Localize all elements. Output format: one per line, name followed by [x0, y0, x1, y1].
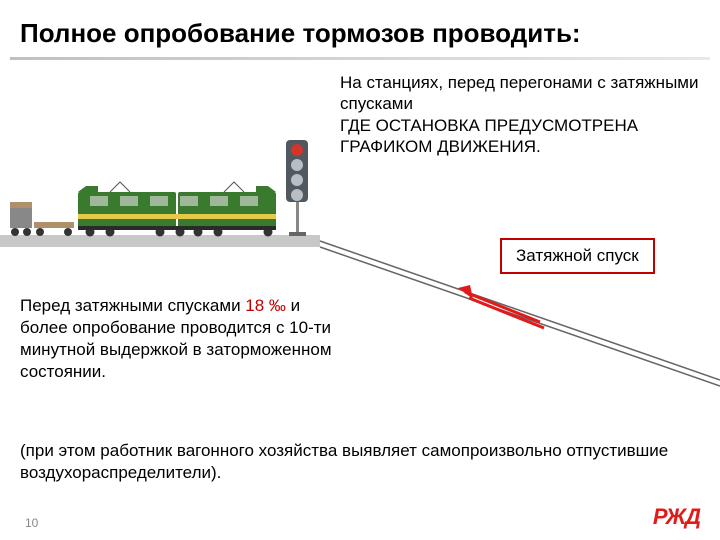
rzd-logo: РЖД [653, 504, 700, 530]
top-text-emphasis: ГДЕ ОСТАНОВКА ПРЕДУСМОТРЕНА ГРАФИКОМ ДВИ… [340, 115, 700, 158]
mid-text-pre: Перед затяжными спусками [20, 296, 245, 315]
slope-callout: Затяжной спуск [500, 238, 655, 274]
top-text-line1: На станциях, перед перегонами с затяжным… [340, 72, 700, 115]
page-number: 10 [25, 516, 38, 530]
top-text-block: На станциях, перед перегонами с затяжным… [340, 72, 700, 157]
mid-text: Перед затяжными спусками 18 ‰ и более оп… [20, 295, 350, 383]
diagram-area: На станциях, перед перегонами с затяжным… [0, 60, 720, 260]
bottom-text: (при этом работник вагонного хозяйства в… [20, 440, 700, 484]
permille-value: 18 ‰ [245, 296, 286, 315]
page-title: Полное опробование тормозов проводить: [0, 0, 720, 57]
